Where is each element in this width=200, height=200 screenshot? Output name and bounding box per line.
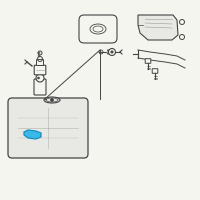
Circle shape — [107, 53, 109, 54]
FancyBboxPatch shape — [34, 79, 46, 95]
Circle shape — [38, 51, 42, 55]
FancyBboxPatch shape — [152, 69, 158, 73]
Circle shape — [108, 48, 116, 55]
FancyBboxPatch shape — [36, 60, 44, 66]
Polygon shape — [24, 130, 41, 139]
Circle shape — [50, 98, 54, 102]
FancyBboxPatch shape — [145, 59, 151, 63]
Circle shape — [107, 50, 109, 51]
Circle shape — [38, 77, 40, 79]
Ellipse shape — [44, 97, 60, 103]
Circle shape — [36, 74, 44, 82]
FancyBboxPatch shape — [34, 65, 46, 75]
FancyBboxPatch shape — [8, 98, 88, 158]
FancyBboxPatch shape — [79, 15, 117, 43]
Circle shape — [180, 34, 184, 40]
Circle shape — [111, 51, 113, 53]
Circle shape — [180, 20, 184, 24]
Polygon shape — [138, 15, 178, 40]
